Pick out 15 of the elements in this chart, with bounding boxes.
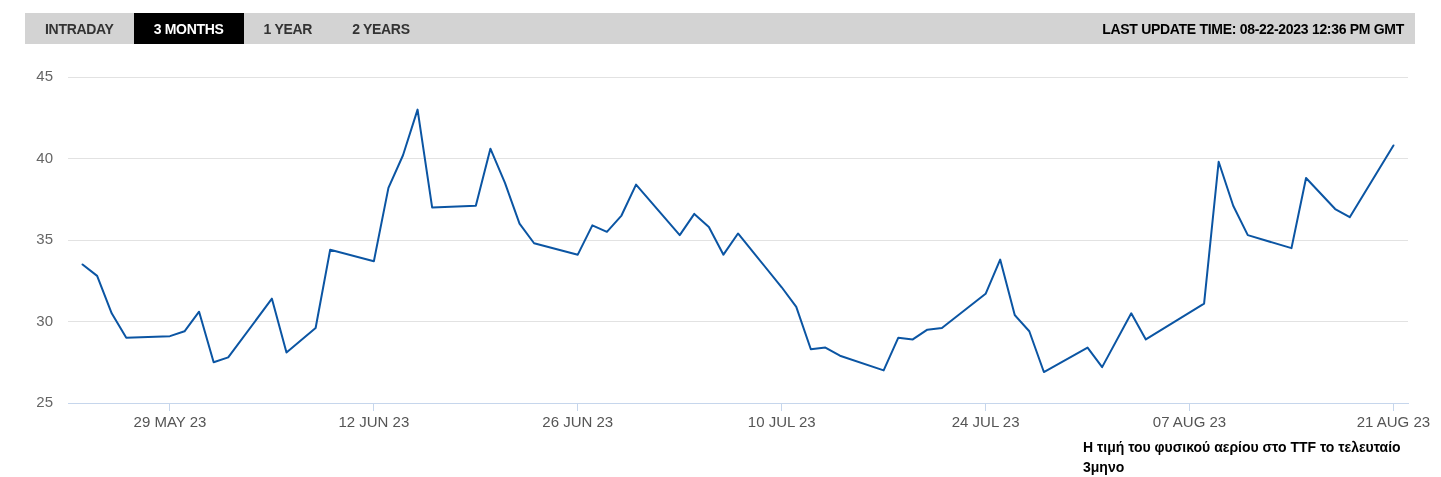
- x-tick-label: 24 JUL 23: [951, 413, 1020, 431]
- y-tick-label: 45: [36, 67, 53, 85]
- y-tick-label: 40: [36, 148, 53, 166]
- selected-tab: 3 MONTHS: [133, 13, 244, 44]
- x-tick-label: 07 AUG 23: [1152, 413, 1227, 431]
- y-tick-label: 25: [36, 393, 53, 411]
- text: Η τιμή του φυσικού αερίου στο TTF το τελευταίο 3μηνο: [1083, 439, 1401, 475]
- toolbar: INTRADAY 3 MONTHS 1 YEAR 2 YEARS LAST UPDATE TIME: 08-22-2023 12:36 PM GMT: [25, 13, 1415, 44]
- x-tick-label: 26 JUN 23: [542, 413, 614, 431]
- x-tick-label: 21 AUG 23: [1356, 413, 1431, 431]
- x-tick-label: 29 MAY 23: [133, 413, 207, 431]
- y-tick-label: 30: [36, 311, 53, 329]
- x-tick-label: 10 JUL 23: [747, 413, 816, 431]
- y-tick-label: 35: [36, 230, 53, 248]
- x-tick-label: 12 JUN 23: [338, 413, 410, 431]
